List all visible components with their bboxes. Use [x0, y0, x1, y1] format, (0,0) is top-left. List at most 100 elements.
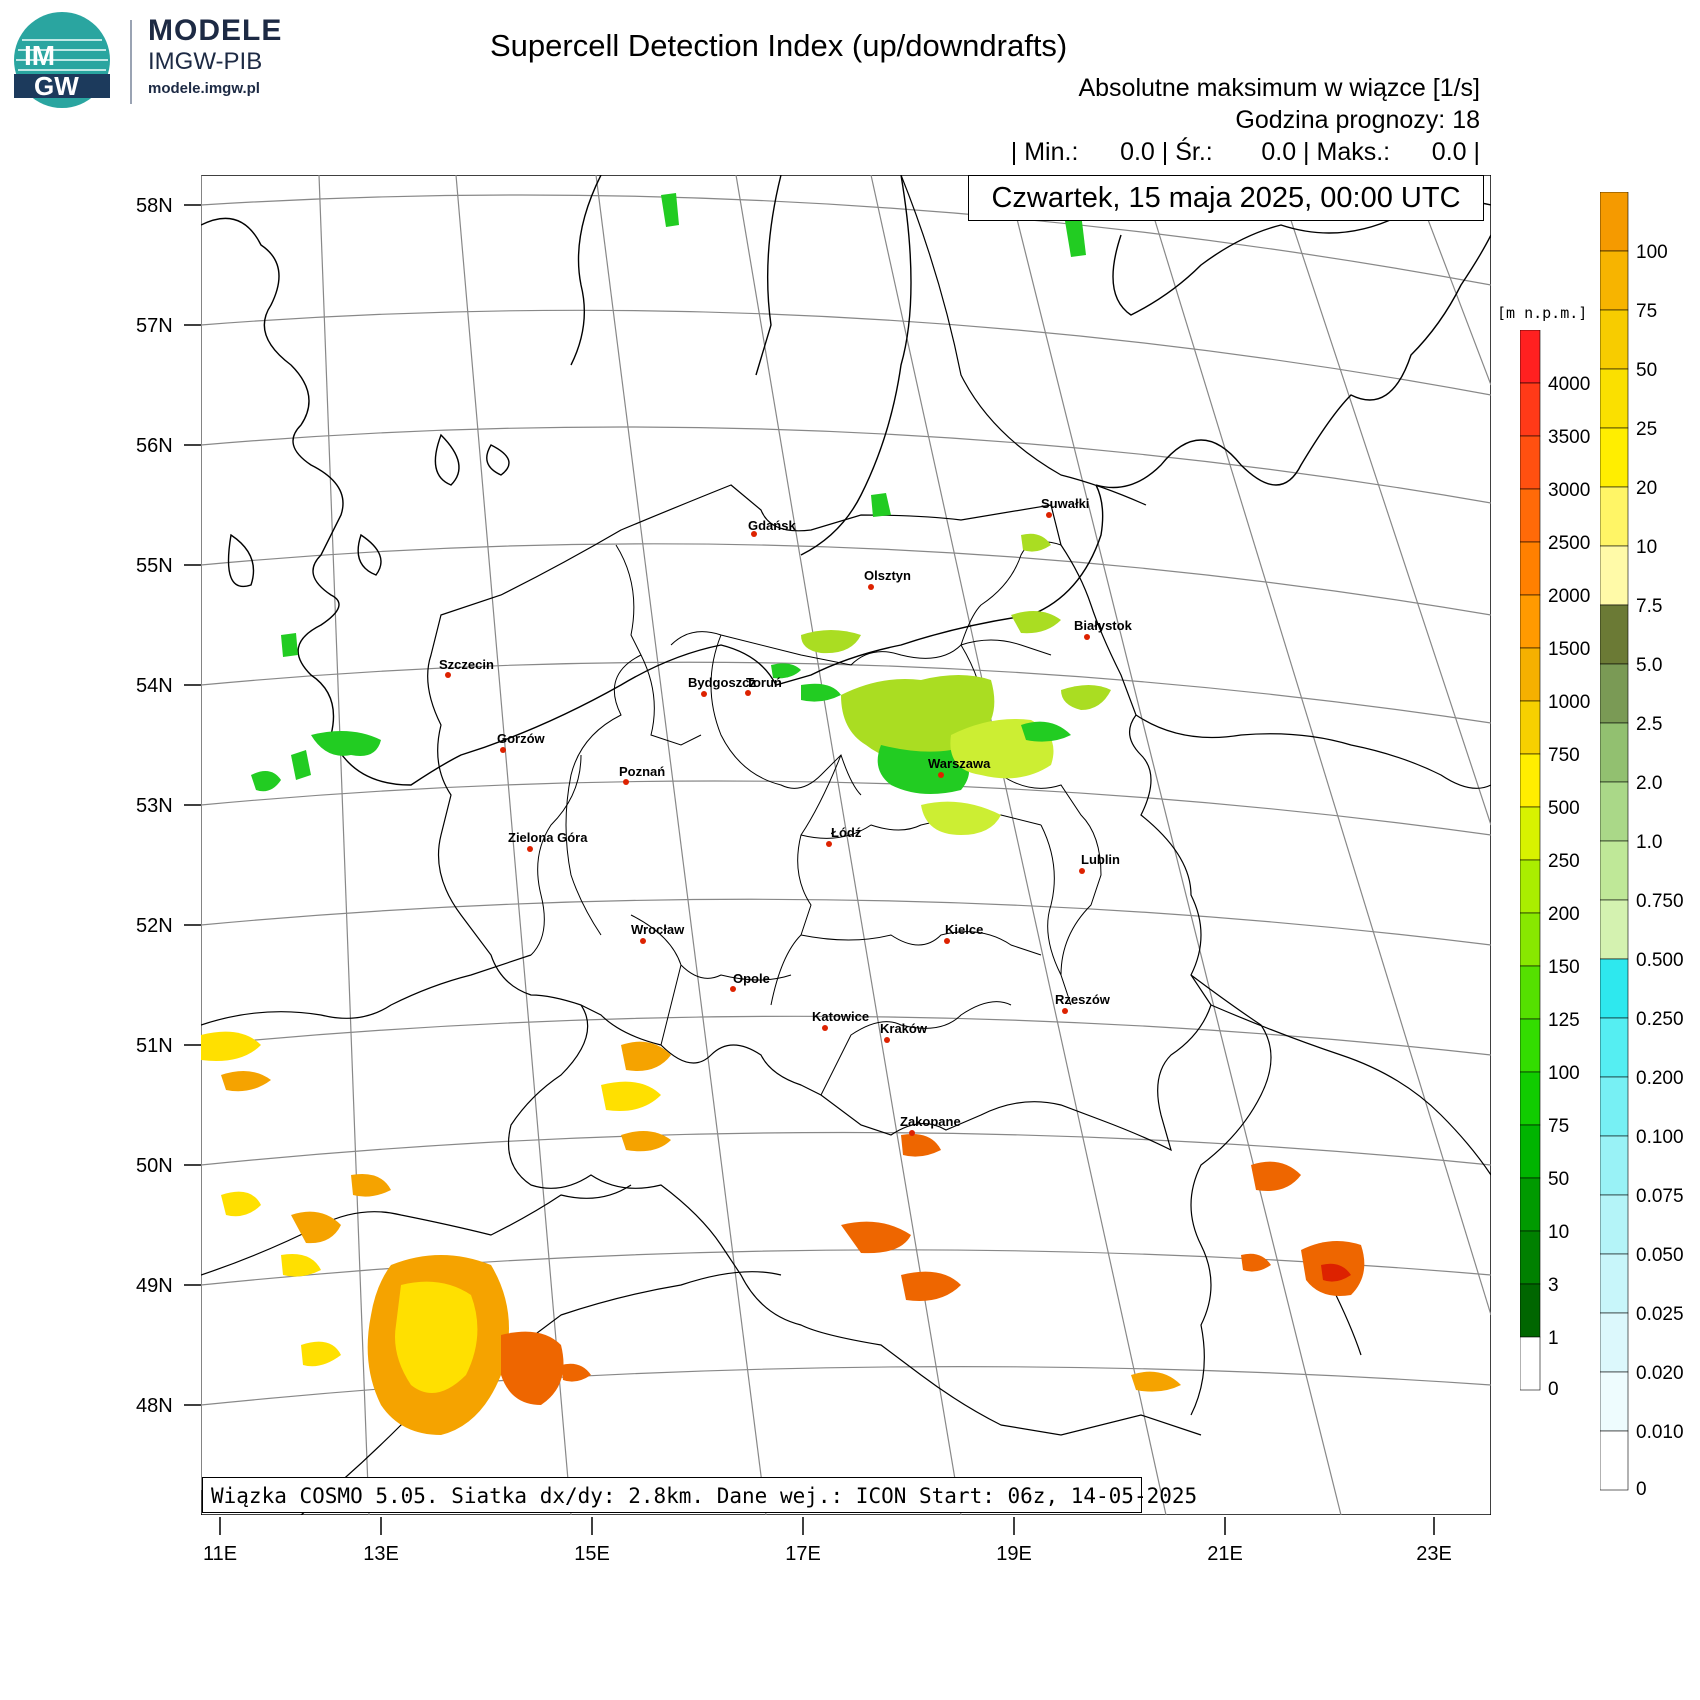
city-label: Warszawa	[928, 756, 991, 771]
sdi-scale-swatch	[1600, 1430, 1629, 1491]
elevation-scale-label: 200	[1548, 904, 1580, 925]
lon-label: 13E	[363, 1543, 399, 1565]
elevation-scale-swatch	[1520, 859, 1541, 914]
elevation-scale-label: 75	[1548, 1116, 1569, 1137]
city-label: Olsztyn	[864, 568, 911, 583]
sdi-scale-label: 25	[1636, 419, 1657, 440]
sdi-scale-label: 75	[1636, 301, 1657, 322]
sdi-scale-label: 0.100	[1636, 1127, 1684, 1148]
elevation-scale-label: 2000	[1548, 586, 1590, 607]
sdi-scale-swatch	[1600, 1076, 1629, 1137]
elevation-scale-swatch	[1520, 1124, 1541, 1179]
sdi-scale-label: 0.500	[1636, 950, 1684, 971]
elevation-scale-swatch	[1520, 488, 1541, 543]
elevation-scale-swatch	[1520, 647, 1541, 702]
sdi-scale-swatch	[1600, 486, 1629, 547]
elevation-scale-label: 1500	[1548, 639, 1590, 660]
elevation-scale-swatch	[1520, 1336, 1541, 1391]
elevation-scale-swatch	[1520, 330, 1541, 384]
stats-line: | Min.: 0.0 | Śr.: 0.0 | Maks.: 0.0 |	[1010, 138, 1480, 166]
sdi-scale-swatch	[1600, 663, 1629, 724]
sdi-scale-label: 0.020	[1636, 1363, 1684, 1384]
lat-label: 50N	[136, 1155, 173, 1177]
elevation-scale-label: 3	[1548, 1275, 1559, 1296]
city-label: Szczecin	[439, 657, 494, 672]
lat-label: 57N	[136, 315, 173, 337]
sdi-scale-label: 50	[1636, 360, 1657, 381]
elevation-scale-swatch	[1520, 541, 1541, 596]
lat-label: 56N	[136, 435, 173, 457]
model-info: Wiązka COSMO 5.05. Siatka dx/dy: 2.8km. …	[202, 1477, 1197, 1513]
elevation-scale-label: 10	[1548, 1222, 1569, 1243]
city-label: Łódź	[831, 825, 862, 840]
elevation-scale-swatch	[1520, 912, 1541, 967]
elevation-scale-label: 0	[1548, 1379, 1559, 1400]
longitude-axis: 11E 13E 15E 17E 19E 21E 23E	[203, 1517, 1452, 1565]
sdi-scale-swatch	[1600, 250, 1629, 311]
elevation-scale-label: 4000	[1548, 374, 1590, 395]
logo-text-bottom: GW	[34, 71, 79, 101]
sdi-scale-label: 0.750	[1636, 891, 1684, 912]
forecast-hour: Godzina prognozy: 18	[1235, 106, 1480, 134]
sdi-scale-label: 2.5	[1636, 714, 1662, 735]
city-label: Toruń	[746, 675, 782, 690]
city-label: Opole	[733, 971, 770, 986]
city-label: Gdańsk	[748, 518, 796, 533]
city-label: Katowice	[812, 1009, 869, 1024]
sdi-scale-swatch	[1600, 1135, 1629, 1196]
forecast-map: Gdańsk Olsztyn Suwałki Białystok Szczeci…	[201, 175, 1491, 1515]
latitude-axis: 58N 57N 56N 55N 54N 53N 52N 51N 50N 49N …	[136, 195, 201, 1417]
lat-label: 51N	[136, 1035, 173, 1057]
city-markers	[445, 512, 1090, 1136]
logo-text-top: IM	[24, 40, 55, 71]
lat-label: 55N	[136, 555, 173, 577]
sdi-scale-label: 5.0	[1636, 655, 1662, 676]
elevation-scale-label: 1000	[1548, 692, 1590, 713]
elevation-scale-swatch	[1520, 700, 1541, 755]
sdi-scale-label: 0.075	[1636, 1186, 1684, 1207]
elevation-scale-swatch	[1520, 1071, 1541, 1126]
brand-title: MODELE	[148, 14, 283, 47]
lon-label: 17E	[785, 1543, 821, 1565]
city-label: Zielona Góra	[508, 830, 588, 845]
sdi-scale-label: 0.050	[1636, 1245, 1684, 1266]
brand-url[interactable]: modele.imgw.pl	[148, 80, 260, 97]
sdi-scale-label: 0.010	[1636, 1422, 1684, 1443]
city-label: Zakopane	[900, 1114, 961, 1129]
lon-label: 15E	[574, 1543, 610, 1565]
city-label: Wrocław	[631, 922, 685, 937]
city-label: Białystok	[1074, 618, 1133, 633]
lon-label: 11E	[203, 1543, 237, 1565]
country-borders	[201, 175, 1491, 1515]
city-label: Lublin	[1081, 852, 1120, 867]
sdi-scale-swatch	[1600, 1371, 1629, 1432]
sdi-scale-swatch	[1600, 1253, 1629, 1314]
lat-label: 49N	[136, 1275, 173, 1297]
elevation-scale-swatch	[1520, 965, 1541, 1020]
sdi-scale-swatch	[1600, 427, 1629, 488]
city-label: Kraków	[880, 1021, 928, 1036]
elevation-scale-swatch	[1520, 1177, 1541, 1232]
sdi-scale-label: 7.5	[1636, 596, 1662, 617]
elevation-scale-swatch	[1520, 1230, 1541, 1285]
city-label: Bydgoszcz	[688, 675, 756, 690]
elevation-scale-label: 750	[1548, 745, 1580, 766]
sdi-scale-label: 1.0	[1636, 832, 1662, 853]
city-label: Poznań	[619, 764, 665, 779]
elevation-scale-label: 150	[1548, 957, 1580, 978]
sdi-scale-label: 0.200	[1636, 1068, 1684, 1089]
elevation-scale-swatch	[1520, 382, 1541, 437]
sdi-scale-label: 20	[1636, 478, 1657, 499]
sdi-scale-swatch	[1600, 368, 1629, 429]
sdi-scale-swatch	[1600, 1017, 1629, 1078]
sdi-scale-label: 100	[1636, 242, 1668, 263]
lon-label: 23E	[1416, 1543, 1452, 1565]
sdi-scale-label: 10	[1636, 537, 1657, 558]
elevation-colorbar: 4000350030002500200015001000750500250200…	[1520, 330, 1590, 1400]
elevation-scale-swatch	[1520, 806, 1541, 861]
sdi-scale-swatch	[1600, 781, 1629, 842]
brand-subtitle: IMGW-PIB	[148, 48, 263, 75]
city-label: Kielce	[945, 922, 983, 937]
elevation-scale-label: 100	[1548, 1063, 1580, 1084]
sdi-scale-swatch	[1600, 192, 1629, 252]
